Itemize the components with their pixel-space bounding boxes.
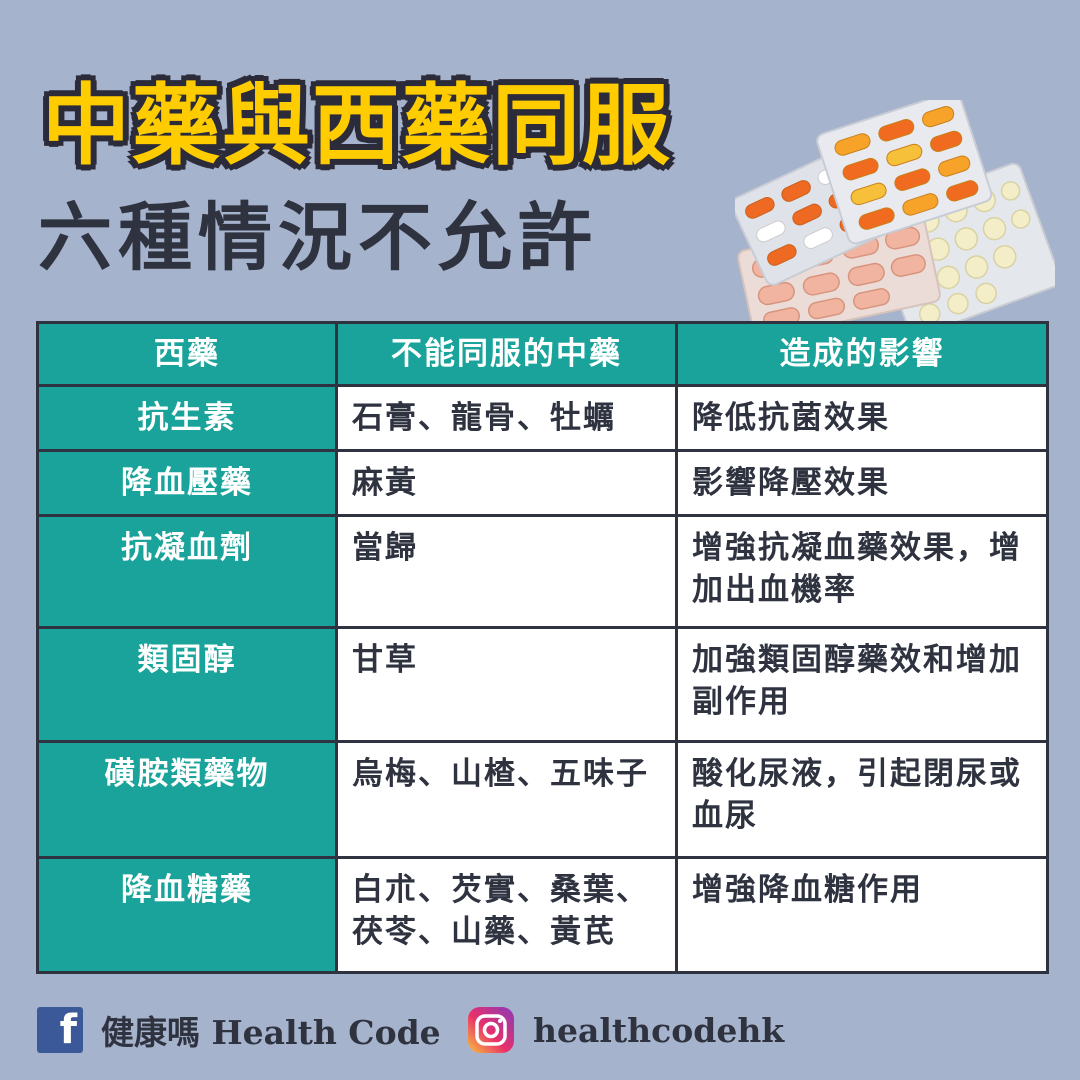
chinese-medicine-cell: 甘草 [335, 626, 678, 743]
chinese-medicine-cell: 當歸 [335, 514, 678, 629]
header-effect: 造成的影響 [675, 321, 1049, 387]
instagram-icon [468, 1007, 514, 1053]
table-row: 抗凝血劑 當歸 增強抗凝血藥效果，增加出血機率 [36, 514, 1049, 629]
instagram-handle: healthcodehk [533, 1010, 785, 1050]
header-chinese-medicine: 不能同服的中藥 [335, 321, 678, 387]
table-row: 降血糖藥 白朮、芡實、桑葉、茯苓、山藥、黃芪 增強降血糖作用 [36, 856, 1049, 974]
effect-cell: 酸化尿液，引起閉尿或血尿 [675, 740, 1049, 859]
western-drug-cell: 抗生素 [36, 384, 338, 452]
western-drug-cell: 降血壓藥 [36, 449, 338, 517]
western-drug-cell: 磺胺類藥物 [36, 740, 338, 859]
western-drug-cell: 抗凝血劑 [36, 514, 338, 629]
table-row: 類固醇 甘草 加強類固醇藥效和增加副作用 [36, 626, 1049, 743]
instagram-link[interactable]: healthcodehk [467, 1005, 784, 1055]
western-drug-cell: 類固醇 [36, 626, 338, 743]
effect-cell: 增強降血糖作用 [675, 856, 1049, 974]
facebook-icon: f [37, 1007, 83, 1053]
chinese-medicine-cell: 麻黃 [335, 449, 678, 517]
facebook-link[interactable]: f 健康嗎 Health Code [37, 1005, 441, 1055]
table-row: 磺胺類藥物 烏梅、山楂、五味子 酸化尿液，引起閉尿或血尿 [36, 740, 1049, 859]
subtitle: 六種情況不允許 [38, 195, 598, 281]
table-row: 降血壓藥 麻黃 影響降壓效果 [36, 449, 1049, 517]
table-row: 抗生素 石膏、龍骨、牡蠣 降低抗菌效果 [36, 384, 1049, 452]
chinese-medicine-cell: 白朮、芡實、桑葉、茯苓、山藥、黃芪 [335, 856, 678, 974]
effect-cell: 加強類固醇藥效和增加副作用 [675, 626, 1049, 743]
western-drug-cell: 降血糖藥 [36, 856, 338, 974]
chinese-medicine-cell: 烏梅、山楂、五味子 [335, 740, 678, 859]
drug-interaction-table: 西藥 不能同服的中藥 造成的影響 抗生素 石膏、龍骨、牡蠣 降低抗菌效果 降血壓… [36, 321, 1049, 974]
chinese-medicine-cell: 石膏、龍骨、牡蠣 [335, 384, 678, 452]
effect-cell: 影響降壓效果 [675, 449, 1049, 517]
header-western-drug: 西藥 [36, 321, 338, 387]
medicine-blister-packs-image [735, 100, 1055, 325]
table-header-row: 西藥 不能同服的中藥 造成的影響 [36, 321, 1049, 387]
main-title: 中藥與西藥同服 [42, 74, 673, 177]
effect-cell: 增強抗凝血藥效果，增加出血機率 [675, 514, 1049, 629]
effect-cell: 降低抗菌效果 [675, 384, 1049, 452]
facebook-page-name: 健康嗎 Health Code [101, 1013, 441, 1052]
